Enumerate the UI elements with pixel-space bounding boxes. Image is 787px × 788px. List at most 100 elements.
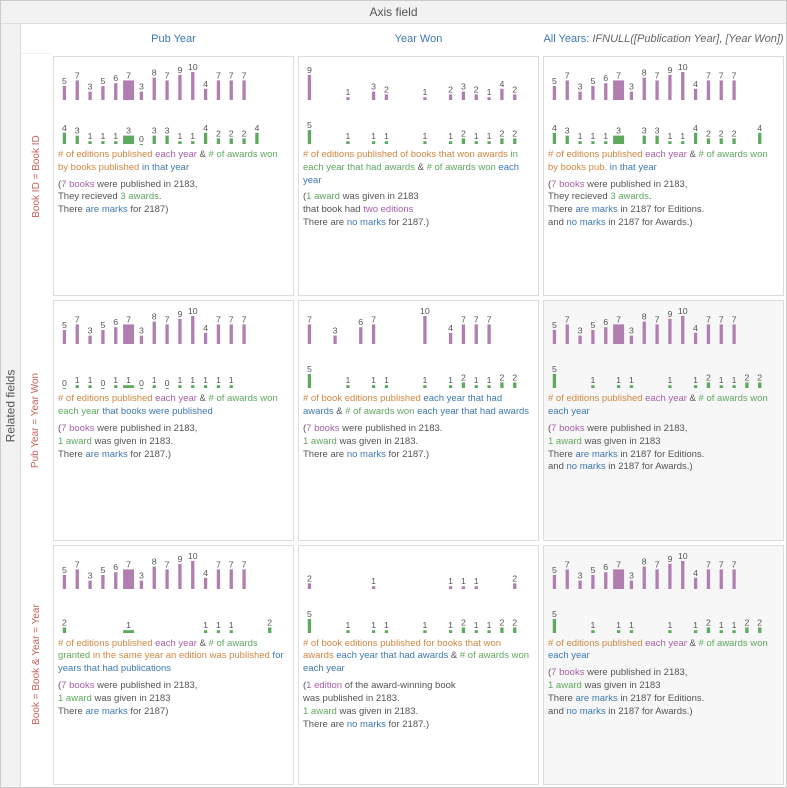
- svg-text:7: 7: [126, 559, 131, 569]
- svg-text:2: 2: [499, 129, 504, 139]
- spark-bottom: 51111121122: [303, 103, 534, 145]
- svg-text:1: 1: [229, 376, 234, 386]
- svg-text:7: 7: [75, 559, 80, 569]
- svg-text:6: 6: [603, 74, 608, 84]
- svg-text:7: 7: [242, 315, 247, 325]
- svg-text:2: 2: [512, 573, 517, 583]
- svg-text:2: 2: [757, 617, 762, 627]
- svg-text:5: 5: [100, 565, 105, 575]
- svg-text:5: 5: [307, 365, 312, 375]
- notes: (1 award was given in 2183that book had …: [303, 189, 534, 229]
- desc-seg: in the same year an edition was publishe…: [90, 650, 270, 661]
- desc-seg: &: [200, 149, 209, 160]
- cell-3-2: 21111251111121122# of book editions publ…: [298, 545, 539, 785]
- svg-text:1: 1: [126, 620, 131, 630]
- svg-text:1: 1: [719, 620, 724, 630]
- svg-text:1: 1: [590, 620, 595, 630]
- row-label-3: Book = Book & Year = Year: [21, 543, 51, 787]
- svg-text:3: 3: [139, 82, 144, 92]
- svg-text:1: 1: [667, 376, 672, 386]
- svg-text:4: 4: [693, 79, 698, 89]
- svg-text:2: 2: [512, 617, 517, 627]
- spark-top: 5735673879104777: [548, 548, 779, 590]
- svg-text:3: 3: [565, 126, 570, 136]
- svg-text:9: 9: [307, 65, 312, 75]
- svg-text:2: 2: [706, 129, 711, 139]
- svg-text:7: 7: [229, 559, 234, 569]
- svg-text:7: 7: [655, 559, 660, 569]
- row-label-2: Pub Year = Year Won: [21, 298, 51, 542]
- svg-text:1: 1: [629, 376, 634, 386]
- sparks-2-2: 736710477751111121122: [303, 303, 534, 391]
- description: # of editions published each year & # of…: [58, 391, 289, 421]
- svg-text:4: 4: [62, 123, 67, 133]
- svg-text:1: 1: [693, 620, 698, 630]
- svg-text:2: 2: [307, 573, 312, 583]
- spark-bottom: 51111121122: [303, 592, 534, 634]
- svg-text:1: 1: [113, 132, 118, 142]
- svg-text:9: 9: [177, 310, 182, 320]
- spacer: [21, 24, 51, 54]
- svg-text:2: 2: [499, 617, 504, 627]
- svg-text:1: 1: [578, 132, 583, 142]
- svg-text:1: 1: [203, 376, 208, 386]
- sparks-3-1: 5735673879104777211112: [58, 548, 289, 636]
- svg-text:2: 2: [512, 85, 517, 95]
- desc-seg: &: [197, 638, 209, 649]
- svg-text:7: 7: [719, 315, 724, 325]
- spark-top: 5735673879104777: [548, 303, 779, 345]
- svg-text:1: 1: [216, 376, 221, 386]
- desc-seg: each year: [548, 406, 590, 417]
- notes: (7 books were published in 2183,1 award …: [58, 421, 289, 461]
- svg-text:1: 1: [474, 132, 479, 142]
- svg-text:1: 1: [88, 376, 93, 386]
- svg-text:7: 7: [706, 71, 711, 81]
- col-header-3: All Years: IFNULL([Publication Year], [Y…: [541, 24, 786, 54]
- svg-text:10: 10: [188, 62, 198, 72]
- svg-text:1: 1: [474, 376, 479, 386]
- side-header-label: Related fields: [4, 369, 18, 442]
- svg-text:7: 7: [371, 315, 376, 325]
- svg-text:1: 1: [616, 376, 621, 386]
- svg-text:4: 4: [552, 123, 557, 133]
- description: # of editions published each year & # of…: [58, 147, 289, 177]
- svg-text:1: 1: [152, 376, 157, 386]
- spark-bottom: 51111121122: [548, 592, 779, 634]
- svg-text:1: 1: [448, 376, 453, 386]
- svg-text:7: 7: [126, 315, 131, 325]
- svg-text:7: 7: [706, 559, 711, 569]
- svg-text:1: 1: [474, 576, 479, 586]
- svg-text:1: 1: [190, 376, 195, 386]
- svg-text:5: 5: [100, 76, 105, 86]
- svg-text:1: 1: [177, 376, 182, 386]
- description: # of editions published each year & # of…: [548, 147, 779, 177]
- svg-text:0: 0: [165, 379, 170, 389]
- svg-text:7: 7: [216, 559, 221, 569]
- cell-2-2: 736710477751111121122# of book editions …: [298, 300, 539, 540]
- col-header-2: Year Won: [296, 24, 541, 54]
- svg-text:7: 7: [616, 559, 621, 569]
- spark-bottom: 431113331142224: [548, 103, 779, 145]
- svg-text:1: 1: [474, 620, 479, 630]
- svg-text:5: 5: [62, 565, 67, 575]
- svg-text:7: 7: [461, 315, 466, 325]
- desc-seg: by books pub.: [548, 162, 607, 173]
- sparks-1-2: 9132123214251111121122: [303, 59, 534, 147]
- svg-text:7: 7: [616, 71, 621, 81]
- svg-text:8: 8: [152, 557, 157, 567]
- figure-frame: Axis field Related fields Pub Year Year …: [0, 0, 787, 788]
- svg-text:6: 6: [603, 318, 608, 328]
- svg-text:5: 5: [307, 609, 312, 619]
- desc-seg: # of editions published: [548, 638, 643, 649]
- svg-text:2: 2: [719, 129, 724, 139]
- svg-text:5: 5: [590, 321, 595, 331]
- svg-text:1: 1: [422, 132, 427, 142]
- svg-text:2: 2: [499, 373, 504, 383]
- svg-text:2: 2: [242, 129, 247, 139]
- svg-text:1: 1: [422, 620, 427, 630]
- col-header-3-label: All Years: IFNULL([Publication Year], [Y…: [543, 33, 783, 45]
- svg-text:9: 9: [667, 65, 672, 75]
- desc-seg: # of awards won: [699, 393, 768, 404]
- svg-text:5: 5: [62, 321, 67, 331]
- svg-text:2: 2: [706, 373, 711, 383]
